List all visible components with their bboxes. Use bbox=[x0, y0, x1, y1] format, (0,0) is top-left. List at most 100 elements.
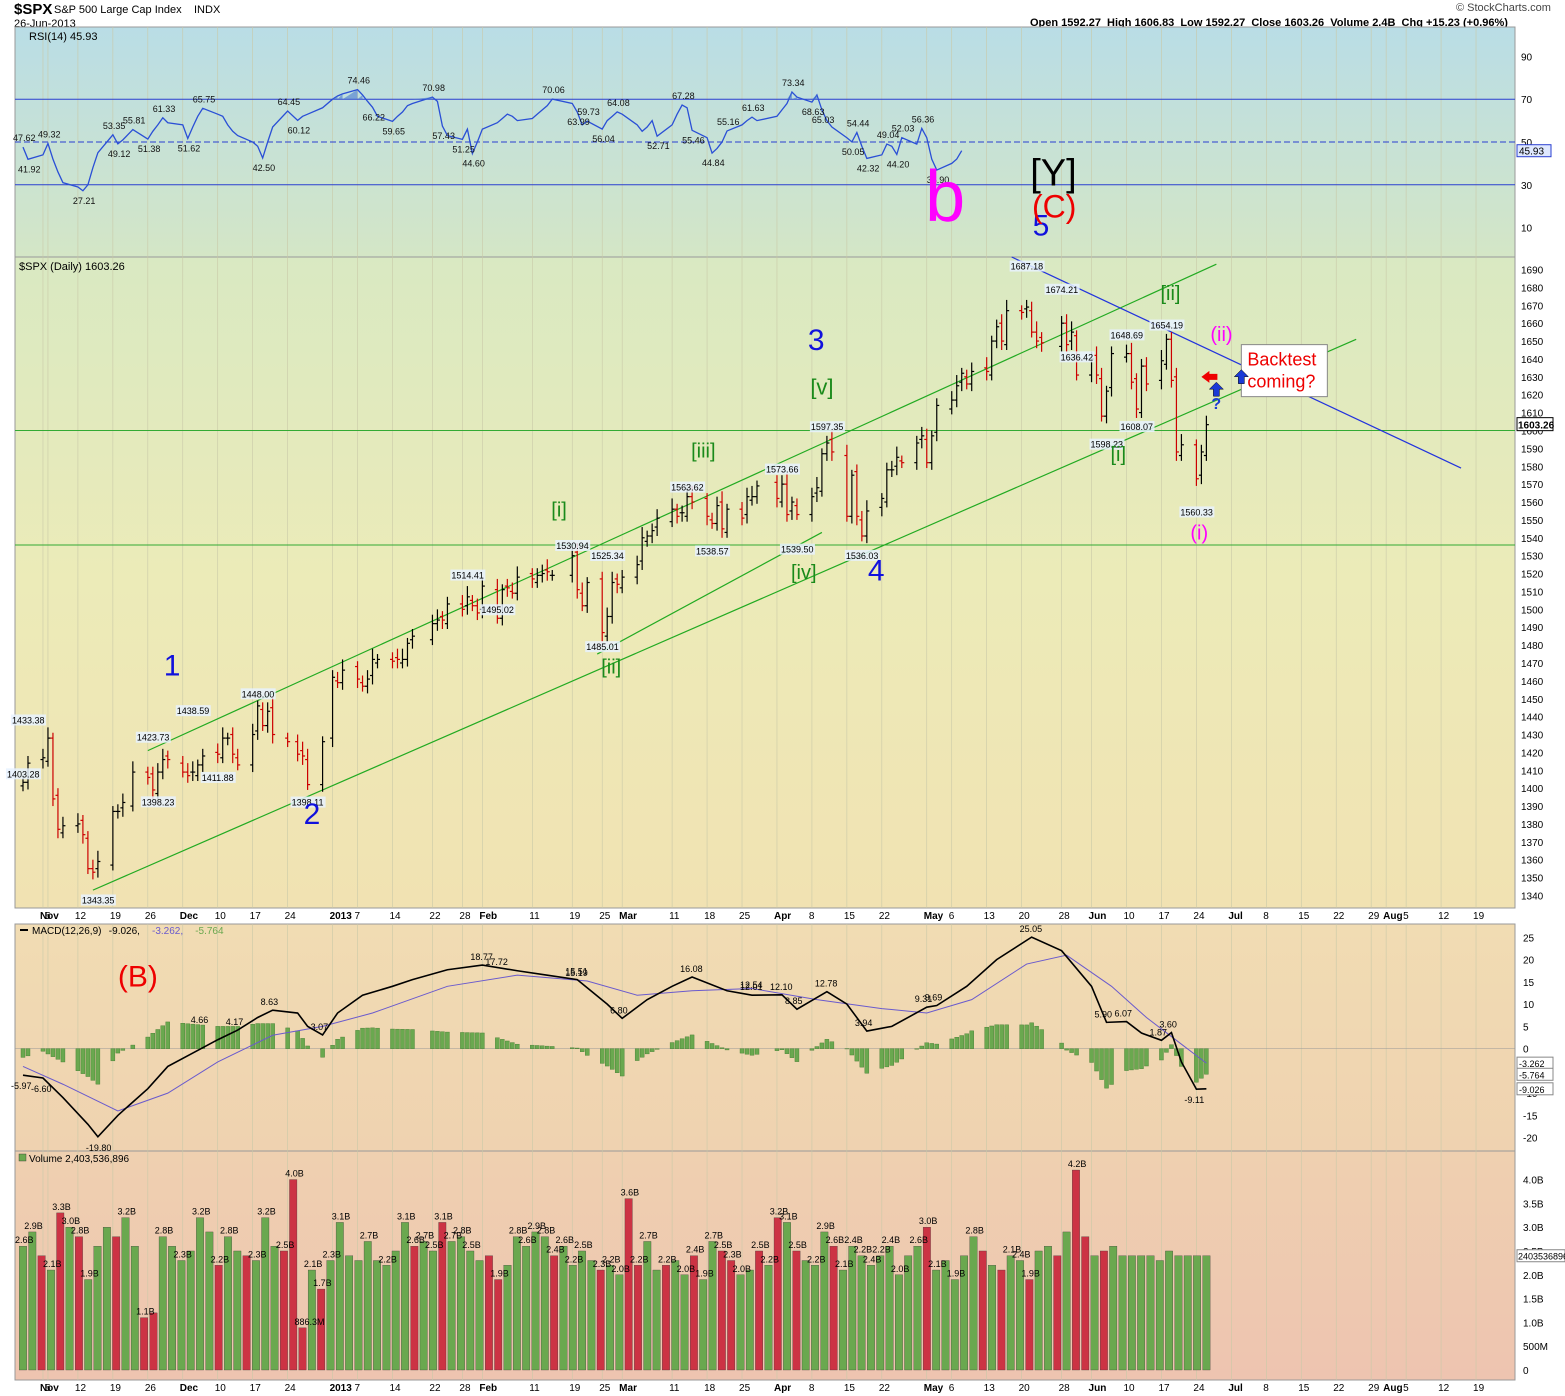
macd-histogram-bar bbox=[570, 1047, 575, 1049]
volume-value-label: 2.3B bbox=[173, 1250, 192, 1260]
macd-histogram-bar bbox=[959, 1035, 964, 1049]
macd-title-part: -5.764 bbox=[195, 926, 224, 937]
volume-value-label: 2.3B bbox=[248, 1250, 267, 1260]
macd-tick-label: 10 bbox=[1523, 1000, 1535, 1011]
wave-b-label: (B) bbox=[118, 960, 158, 993]
price-label-bg bbox=[1119, 421, 1155, 433]
volume-bar bbox=[270, 1246, 279, 1371]
price-label-bg bbox=[809, 421, 845, 433]
macd-histogram-bar bbox=[1059, 1042, 1064, 1049]
date-tick-label: 17 bbox=[1158, 1383, 1170, 1394]
date-tick-label: Dec bbox=[180, 1383, 199, 1394]
volume-bar bbox=[130, 1246, 139, 1371]
volume-bar bbox=[671, 1260, 680, 1371]
date-tick-label: 12 bbox=[1438, 1383, 1450, 1394]
backtest-callout-text: coming? bbox=[1247, 372, 1315, 392]
volume-bar bbox=[596, 1269, 605, 1371]
date-tick-label: 22 bbox=[879, 1383, 891, 1394]
volume-bar bbox=[550, 1255, 558, 1371]
macd-histogram-bar bbox=[475, 1032, 480, 1049]
price-value-label: 1654.19 bbox=[1150, 321, 1183, 331]
macd-histogram-bar bbox=[719, 1047, 725, 1049]
volume-value-label: 2.5B bbox=[788, 1240, 807, 1250]
volume-bar bbox=[224, 1236, 232, 1371]
volume-value-label: 1.9B bbox=[490, 1269, 509, 1279]
macd-histogram-bar bbox=[639, 1048, 645, 1058]
macd-histogram-bar bbox=[320, 1048, 325, 1058]
macd-tick-label: 0 bbox=[1523, 1045, 1529, 1056]
macd-tick-label: -15 bbox=[1523, 1111, 1538, 1122]
rsi-value-label: 49.12 bbox=[108, 149, 131, 159]
date-tick-label: 12 bbox=[1438, 911, 1450, 922]
volume-bar bbox=[19, 1246, 27, 1371]
macd-value-label: 12.54 bbox=[740, 980, 763, 990]
price-tick-label: 1570 bbox=[1521, 480, 1544, 491]
price-tick-label: 1420 bbox=[1521, 748, 1544, 759]
volume-value-label: 2.1B bbox=[43, 1259, 62, 1269]
macd-histogram-bar bbox=[1199, 1048, 1204, 1079]
volume-value-label: 2.6B bbox=[826, 1235, 845, 1245]
question-mark-label: ? bbox=[1211, 396, 1221, 413]
date-tick-label: 10 bbox=[1123, 1383, 1135, 1394]
macd-histogram-bar bbox=[20, 1048, 26, 1058]
macd-histogram-bar bbox=[619, 1048, 625, 1077]
price-tick-label: 1600 bbox=[1521, 426, 1544, 437]
date-tick-label: 17 bbox=[250, 1383, 262, 1394]
volume-bar bbox=[447, 1241, 456, 1371]
price-label-bg bbox=[450, 569, 486, 581]
date-tick-label: 15 bbox=[1298, 1383, 1310, 1394]
date-tick-label: 2013 bbox=[330, 1383, 353, 1394]
volume-bar bbox=[1062, 1231, 1071, 1371]
price-label-bg bbox=[480, 604, 516, 616]
volume-value-label: 3.0B bbox=[919, 1216, 938, 1226]
volume-bar bbox=[457, 1236, 465, 1371]
price-label-bg bbox=[10, 714, 46, 726]
macd-histogram-bar bbox=[285, 1027, 290, 1049]
macd-histogram-bar bbox=[864, 1048, 870, 1074]
macd-histogram-bar bbox=[305, 1045, 310, 1049]
price-label-bg bbox=[695, 545, 731, 557]
price-value-label: 1674.21 bbox=[1046, 285, 1079, 295]
macd-histogram-bar bbox=[235, 1026, 240, 1049]
macd-histogram-bar bbox=[335, 1039, 340, 1049]
rsi-value-label: 55.16 bbox=[717, 117, 740, 127]
volume-bar bbox=[652, 1269, 661, 1371]
volume-value-label: 2.2B bbox=[854, 1245, 873, 1255]
volume-bar bbox=[895, 1274, 903, 1371]
macd-panel bbox=[14, 923, 1516, 1152]
macd-histogram-bar bbox=[500, 1039, 505, 1049]
volume-bar bbox=[503, 1265, 512, 1371]
volume-bar bbox=[214, 1265, 223, 1371]
macd-histogram-bar bbox=[75, 1048, 81, 1071]
macd-histogram-bar bbox=[465, 1032, 470, 1049]
rsi-value-label: 73.34 bbox=[782, 78, 805, 88]
volume-bar bbox=[56, 1212, 65, 1371]
volume-value-label: 2.3B bbox=[723, 1250, 742, 1260]
macd-value-label: 12.10 bbox=[770, 982, 793, 992]
price-label-bg bbox=[1059, 351, 1095, 363]
macd-histogram-bar bbox=[774, 1048, 780, 1051]
rsi-value-label: 55.81 bbox=[123, 116, 146, 126]
macd-histogram-bar bbox=[575, 1047, 580, 1049]
volume-bar bbox=[1034, 1250, 1043, 1371]
macd-histogram-bar bbox=[580, 1048, 585, 1052]
volume-bar bbox=[205, 1231, 214, 1371]
volume-value-label: 1.9B bbox=[1021, 1269, 1040, 1279]
rsi-value-label: 60.12 bbox=[288, 125, 311, 135]
macd-histogram-bar bbox=[1069, 1048, 1074, 1053]
volume-value-label: 3.1B bbox=[779, 1211, 798, 1221]
price-title: $SPX (Daily) 1603.26 bbox=[19, 261, 125, 273]
macd-histogram-bar bbox=[25, 1048, 31, 1057]
price-tick-label: 1460 bbox=[1521, 677, 1544, 688]
macd-value-label: 8.85 bbox=[785, 996, 803, 1006]
price-value-label: 1608.07 bbox=[1120, 422, 1153, 432]
volume-bar bbox=[1127, 1255, 1136, 1371]
macd-histogram-bar bbox=[435, 1031, 440, 1049]
date-tick-label: Nov bbox=[40, 1383, 59, 1394]
macd-histogram-bar bbox=[1169, 1044, 1174, 1049]
macd-histogram-bar bbox=[744, 1048, 750, 1055]
macd-value-label: 3.94 bbox=[855, 1018, 873, 1028]
macd-histogram-bar bbox=[545, 1045, 550, 1049]
date-tick-label: 8 bbox=[809, 1383, 815, 1394]
wave-label: 4 bbox=[868, 555, 885, 588]
